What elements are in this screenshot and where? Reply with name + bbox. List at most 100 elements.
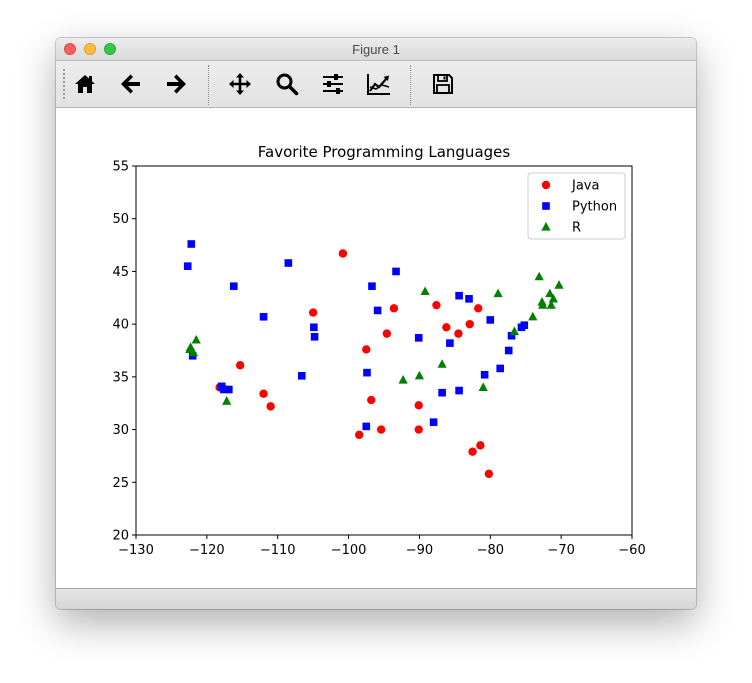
close-window-button[interactable] — [64, 43, 76, 55]
data-point-python — [229, 282, 238, 290]
y-tick-label: 20 — [112, 529, 129, 544]
figure-canvas[interactable]: Favorite Programming Languages −130 −120−… — [56, 108, 696, 588]
data-point-java — [414, 401, 423, 410]
data-point-python — [217, 382, 226, 391]
data-point-r — [437, 359, 447, 368]
scatter-chart: Favorite Programming Languages −130 −120−… — [112, 143, 646, 558]
sliders-icon — [323, 74, 343, 94]
plot-frame — [135, 165, 633, 536]
back-button[interactable] — [115, 68, 147, 100]
toolbar-grip[interactable] — [63, 69, 67, 99]
data-point-java — [266, 402, 275, 411]
title-bar: Figure 1 — [56, 38, 696, 61]
data-point-r — [528, 311, 538, 321]
data-point-python — [183, 262, 192, 270]
data-point-java — [476, 441, 485, 450]
legend: Java Python R — [527, 172, 626, 240]
maximize-window-button[interactable] — [104, 43, 116, 55]
data-point-python — [486, 316, 495, 324]
data-point-python — [298, 372, 306, 380]
home-icon — [75, 75, 95, 93]
data-point-python — [414, 334, 423, 342]
data-point-r — [537, 297, 547, 306]
data-point-java — [484, 469, 494, 479]
data-point-python — [259, 312, 268, 321]
data-point-python — [373, 306, 382, 315]
y-tick-label: 30 — [112, 423, 129, 438]
data-point-java — [308, 308, 318, 317]
window-title: Figure 1 — [352, 42, 400, 57]
legend-label-java: Java — [571, 179, 599, 194]
legend-frame — [527, 172, 626, 240]
data-point-r — [545, 288, 555, 298]
data-point-python — [284, 259, 293, 267]
y-tick-label: 40 — [112, 318, 129, 333]
data-point-python — [480, 370, 489, 379]
data-point-python — [507, 331, 516, 340]
data-point-java — [235, 361, 245, 370]
x-tick-label: −90 — [406, 543, 433, 558]
x-tick-label: −60 — [618, 543, 645, 558]
arrow-left-icon — [121, 74, 140, 94]
data-point-java — [442, 323, 451, 332]
data-point-python — [429, 418, 438, 426]
y-axis: 20 25 30 35 40 45 50 55 — [112, 160, 136, 544]
y-tick-label: 35 — [112, 370, 129, 385]
data-point-java — [454, 329, 463, 338]
data-point-r — [191, 334, 201, 344]
navigation-toolbar — [56, 61, 696, 108]
data-point-r — [509, 326, 519, 336]
data-point-python — [455, 291, 463, 300]
data-markers — [183, 240, 564, 479]
data-point-java — [338, 249, 348, 258]
data-point-r — [188, 347, 198, 357]
zoom-button[interactable] — [271, 68, 303, 100]
figure-window: Figure 1 — [56, 38, 696, 609]
data-point-python — [310, 332, 319, 341]
subplots-button[interactable] — [317, 68, 349, 100]
save-button[interactable] — [427, 68, 459, 100]
forward-button[interactable] — [160, 68, 192, 100]
x-tick-label: −70 — [547, 543, 574, 558]
data-point-python — [438, 388, 446, 397]
magnifier-icon — [276, 73, 299, 96]
data-point-java — [367, 395, 376, 405]
data-point-python — [446, 339, 454, 347]
data-point-java — [389, 304, 399, 313]
data-point-java — [474, 304, 483, 313]
data-point-python — [368, 282, 376, 290]
y-tick-label: 45 — [112, 265, 129, 280]
legend-marker-r — [541, 222, 551, 231]
data-point-java — [376, 425, 386, 434]
data-point-r — [414, 370, 425, 380]
data-point-python — [504, 346, 513, 355]
x-tick-label: −100 — [331, 543, 367, 558]
data-point-r — [222, 396, 232, 405]
home-button[interactable] — [69, 68, 101, 100]
legend-marker-python — [542, 202, 550, 210]
data-point-java — [355, 430, 364, 440]
minimize-window-button[interactable] — [84, 43, 96, 55]
x-axis: −130 −120 −110 −100 −90 −80 −70 −60 — [118, 535, 646, 558]
x-tick-label: −130 — [118, 543, 154, 558]
pan-button[interactable] — [224, 68, 256, 100]
axes-edit-button[interactable] — [363, 68, 395, 100]
line-chart-icon — [367, 74, 390, 95]
toolbar-separator — [208, 65, 209, 105]
x-tick-label: −110 — [260, 543, 296, 558]
x-tick-label: −120 — [189, 543, 225, 558]
data-point-java — [465, 319, 474, 329]
data-point-python — [520, 321, 529, 329]
data-point-r — [398, 375, 408, 384]
data-point-java — [468, 447, 477, 456]
data-point-python — [187, 240, 196, 248]
data-point-r — [554, 280, 564, 289]
data-point-r — [534, 271, 544, 281]
data-point-python — [362, 422, 371, 431]
status-bar — [56, 588, 696, 609]
y-tick-label: 25 — [112, 476, 129, 491]
legend-label-python: Python — [572, 200, 617, 215]
x-tick-label: −80 — [477, 543, 504, 558]
data-point-r — [548, 293, 558, 303]
y-tick-label: 55 — [112, 160, 129, 175]
